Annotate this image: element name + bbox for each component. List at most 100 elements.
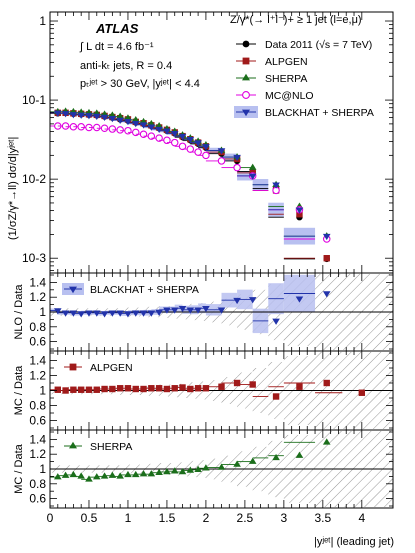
sherpa-point	[124, 114, 132, 121]
blackhat-sherpa-point	[124, 118, 132, 126]
blackhat-sherpa-point	[217, 148, 226, 155]
ratio-point	[358, 389, 366, 396]
ratio-y-tick-label: 1	[39, 305, 46, 319]
ratio-legend-marker	[69, 441, 77, 449]
ratio-point	[139, 470, 148, 477]
mc-nlo-point	[100, 124, 109, 133]
ratio-point	[202, 385, 210, 392]
ratio-point	[53, 473, 62, 480]
mc-nlo-point	[194, 148, 202, 156]
legend-label: MC@NLO	[265, 90, 314, 102]
legend-marker	[242, 91, 250, 99]
blackhat-sherpa-point	[178, 133, 187, 141]
legend-label: Data 2011 (√s = 7 TeV)	[265, 39, 372, 51]
x-tick-label: 0	[47, 511, 54, 525]
legend-label: SHERPA	[265, 73, 307, 85]
sherpa-point	[248, 163, 257, 170]
blackhat-sherpa-point	[155, 126, 163, 134]
ratio-point	[77, 472, 85, 479]
annotation-block: ATLAS ∫ L dt = 4.6 fb⁻¹ anti-kₜ jets, R …	[79, 14, 362, 90]
blackhat-sherpa-point	[108, 115, 117, 123]
ratio-point	[92, 310, 101, 317]
ratio-point	[101, 385, 108, 393]
ratio-point	[61, 310, 70, 317]
x-tick-label: 4	[358, 511, 365, 525]
ratio-y-axis-label: NLO / Data	[13, 284, 25, 340]
luminosity-label: ∫ L dt = 4.6 fb⁻¹	[79, 41, 154, 53]
ratio-y-tick-label: 1.2	[29, 447, 46, 461]
ratio-y-tick-label: 1	[39, 384, 46, 398]
ratio-y-tick-label: 0.8	[29, 399, 46, 413]
ratio-point	[53, 308, 62, 315]
ratio-panel-2: 0.60.811.21.4 MC / Data ALPGEN	[13, 350, 394, 431]
mc-nlo-point	[202, 151, 210, 160]
blackhat-sherpa-point	[139, 122, 148, 129]
ratio-legend-label: BLACKHAT + SHERPA	[90, 284, 199, 296]
blackhat-sherpa-point	[170, 131, 179, 138]
x-tick-label: 2	[203, 511, 210, 525]
blackhat-sherpa-point	[272, 182, 280, 189]
ratio-y-tick-label: 1.4	[29, 432, 46, 446]
ratio-y-tick-label: 0.6	[29, 414, 46, 428]
jet-algorithm-label: anti-kₜ jets, R = 0.4	[80, 60, 172, 72]
ratio-point	[140, 385, 147, 393]
blackhat-sherpa-point	[322, 233, 331, 241]
kinematic-cuts-label: pₜʲᵉᵗ > 30 GeV, |yʲᵉᵗ| < 4.4	[80, 78, 200, 90]
ratio-point	[155, 385, 163, 392]
mc-nlo-point	[108, 125, 117, 133]
sherpa-point	[155, 122, 163, 129]
mc-nlo-point	[93, 123, 101, 132]
ratio-point	[233, 379, 241, 387]
legend-marker	[242, 40, 250, 48]
ratio-point	[186, 307, 195, 314]
ratio-point	[179, 384, 186, 391]
ratio-y-tick-label: 0.6	[29, 492, 46, 506]
blackhat-sherpa-point	[131, 120, 140, 128]
ratio-y-axis-label: MC / Data	[13, 443, 25, 493]
ratio-point	[93, 386, 100, 393]
blackhat-sherpa-point	[147, 124, 156, 131]
ratio-point	[85, 310, 93, 317]
ratio-point	[202, 306, 210, 313]
blackhat-sherpa-point	[92, 113, 101, 120]
ratio-point	[272, 318, 280, 325]
ratio-panel-3: 0.60.811.21.4 MC / Data SHERPA	[13, 429, 394, 509]
ratio-y-tick-label: 1.2	[29, 369, 46, 383]
atlas-label: ATLAS	[95, 21, 139, 36]
mc-nlo-point	[61, 122, 70, 130]
mc-nlo-point	[186, 145, 195, 153]
ratio1-x-axis	[49, 273, 363, 351]
ratio-point	[170, 307, 179, 314]
ratio-y-tick-label: 1.4	[29, 275, 46, 289]
main-y-tick-label: 10-1	[22, 93, 46, 107]
mc-nlo-point	[77, 122, 85, 131]
ratio-point	[92, 473, 101, 480]
ratio-point	[139, 310, 148, 317]
ratio-point	[100, 472, 109, 479]
ratio-point	[155, 309, 163, 316]
ratio-legend-marker	[69, 363, 77, 371]
main-x-axis	[49, 12, 363, 273]
main-y-axis-label: (1/σZ/γ*→ll) dσ/d|yʲᵉᵗ|	[7, 137, 19, 240]
ratio-point	[116, 472, 124, 479]
ratio-panel-1: 0.60.811.21.4 NLO / Data BLACKHAT + SHERPA	[13, 272, 394, 352]
ratio-point	[163, 307, 171, 314]
ratio-y-tick-label: 1.2	[29, 290, 46, 304]
ratio3-x-axis: 0 0.5 1 1.5 2 2.5 3 3.5 4	[47, 430, 365, 525]
ratio2-x-axis	[49, 351, 363, 430]
ratio-point	[322, 291, 331, 298]
ratio-point	[171, 385, 178, 392]
ratio-point	[322, 438, 331, 445]
ratio-point	[163, 385, 171, 393]
alpgen-point	[323, 255, 330, 262]
ratio-y-axis-label: MC / Data	[13, 365, 25, 415]
mc-nlo-point	[155, 134, 163, 142]
x-tick-label: 3.5	[314, 511, 331, 525]
x-axis-label: |yʲᵉᵗ| (leading jet)	[314, 536, 394, 548]
blackhat-sherpa-point	[186, 136, 195, 144]
ratio-point	[248, 457, 257, 464]
main-y-tick-label: 10-3	[22, 251, 46, 265]
mc-nlo-point	[170, 138, 179, 147]
blackhat-sherpa-point	[248, 173, 257, 180]
x-tick-label: 1	[125, 511, 132, 525]
